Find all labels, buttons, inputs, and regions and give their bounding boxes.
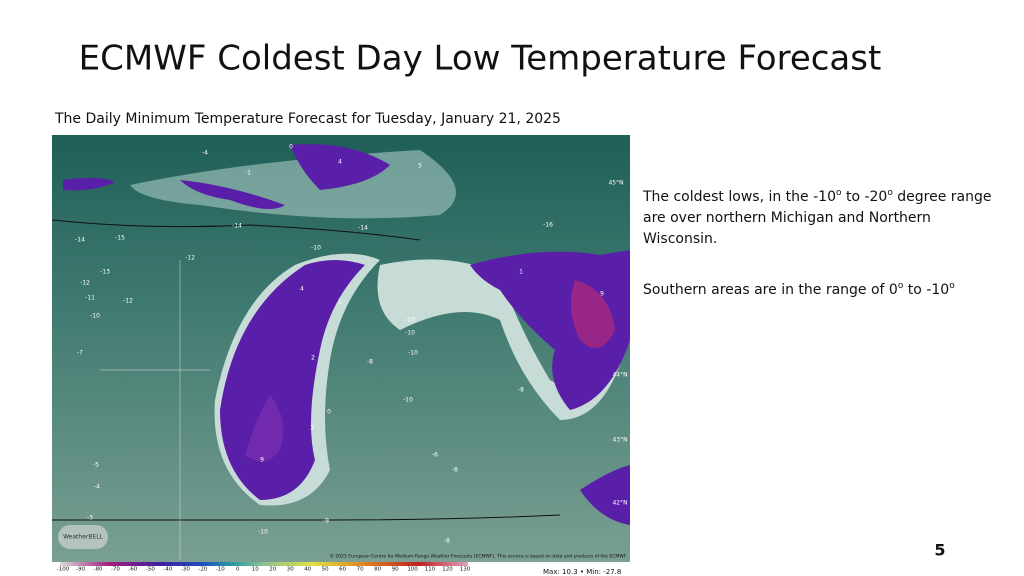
map-label: 2 (311, 355, 315, 362)
colorbar-tick-label: -50 (146, 567, 155, 573)
map-label: -13 (100, 269, 110, 276)
superscript: o (897, 281, 904, 291)
map-label: 1 (338, 299, 342, 306)
map-label: -10 (258, 529, 268, 536)
text-run: degree range are over northern Michigan … (643, 189, 992, 247)
map-label: -9 (323, 518, 329, 525)
colorbar-tick-label: 60 (339, 567, 346, 573)
map-label: -12 (123, 298, 133, 305)
colorbar-tick-label: 70 (357, 567, 364, 573)
slide-title: ECMWF Coldest Day Low Temperature Foreca… (79, 39, 882, 79)
map-label: -8 (518, 387, 524, 394)
colorbar-tick-label: 120 (442, 567, 453, 573)
map-label: -14 (75, 237, 85, 244)
map-label: 4 (300, 286, 304, 293)
paragraph: The coldest lows, in the -10o to -20o de… (643, 183, 998, 250)
colorbar-tick-label: -10 (216, 567, 225, 573)
colorbar-tick-label: 130 (460, 567, 471, 573)
colorbar-tick-label: 10 (252, 567, 259, 573)
colorbar-tick-label: -70 (111, 567, 120, 573)
map-logo: WeatherBELL (63, 534, 104, 541)
map-label: -12 (185, 255, 195, 262)
colorbar-tick-label: 100 (407, 567, 418, 573)
map-label: -11 (85, 295, 95, 302)
map-label: -10 (90, 313, 100, 320)
map-label: 9 (260, 457, 264, 464)
superscript: o (949, 281, 955, 291)
colorbar-tick-label: 50 (322, 567, 329, 573)
map-label: -8 (367, 359, 373, 366)
map-label: -10 (311, 245, 321, 252)
map-stats: Max: 10.3 • Min: -27.8 (543, 568, 621, 576)
text-run: Southern areas are in the range of 0 (643, 282, 898, 298)
map-label: 3 (310, 425, 314, 432)
map-label: -5 (93, 462, 99, 469)
colorbar-tick-label: -40 (163, 567, 172, 573)
colorbar-tick-label: -20 (198, 567, 207, 573)
map-label: -16 (543, 222, 553, 229)
map-label: -6 (432, 452, 438, 459)
colorbar-tick-label: 80 (374, 567, 381, 573)
superscript: o (887, 188, 893, 198)
colorbar-tick-label: -100 (57, 567, 70, 573)
map-label: -8 (452, 467, 458, 474)
colorbar-tick-label: 20 (269, 567, 276, 573)
map-label: -15 (115, 235, 125, 242)
superscript: o (835, 188, 842, 198)
colorbar-tick-label: -30 (181, 567, 190, 573)
map-credit: © 2025 European Centre for Medium-Range … (329, 553, 627, 560)
page-number: 5 (934, 541, 945, 560)
map-label: -3 (87, 515, 93, 522)
paragraph: Southern areas are in the range of 0o to… (643, 276, 998, 301)
map-label: 5 (418, 163, 422, 170)
map-label: -10 (403, 397, 413, 404)
map-label: 1 (519, 269, 523, 276)
map-label: 43°N (612, 437, 627, 444)
map: WeatherBELL © 2025 European Centre for M… (52, 135, 630, 562)
map-caption: The Daily Minimum Temperature Forecast f… (54, 111, 561, 127)
colorbar (60, 562, 468, 566)
map-label: -8 (444, 538, 450, 545)
map-label: -12 (80, 280, 90, 287)
colorbar-tick-label: 40 (304, 567, 311, 573)
map-label: -14 (358, 225, 368, 232)
map-label: -10 (405, 317, 415, 324)
map-label: 44°N (612, 372, 627, 379)
map-label: -4 (202, 150, 208, 157)
map-label: 45°N (608, 180, 623, 187)
map-label: -1 (245, 170, 251, 177)
colorbar-tick-label: 90 (392, 567, 399, 573)
colorbar-tick-label: -80 (93, 567, 102, 573)
map-label: -10 (408, 350, 418, 357)
text-run: The coldest lows, in the -10 (643, 189, 836, 205)
colorbar-tick-label: 30 (287, 567, 294, 573)
map-label: -14 (232, 223, 242, 230)
colorbar-tick-label: -90 (76, 567, 85, 573)
map-label: 0 (289, 144, 293, 151)
text-run: to -20 (841, 189, 888, 205)
map-label: 42°N (612, 500, 627, 507)
map-label: 0 (327, 409, 331, 416)
map-label: -4 (94, 484, 100, 491)
map-label: 9 (600, 291, 604, 298)
map-label: -7 (77, 350, 83, 357)
map-label: 4 (338, 159, 342, 166)
map-label: -10 (405, 330, 415, 337)
text-run: to -10 (903, 282, 950, 298)
colorbar-tick-label: 110 (425, 567, 436, 573)
colorbar-tick-label: 0 (236, 567, 240, 573)
colorbar-tick-label: -60 (128, 567, 137, 573)
